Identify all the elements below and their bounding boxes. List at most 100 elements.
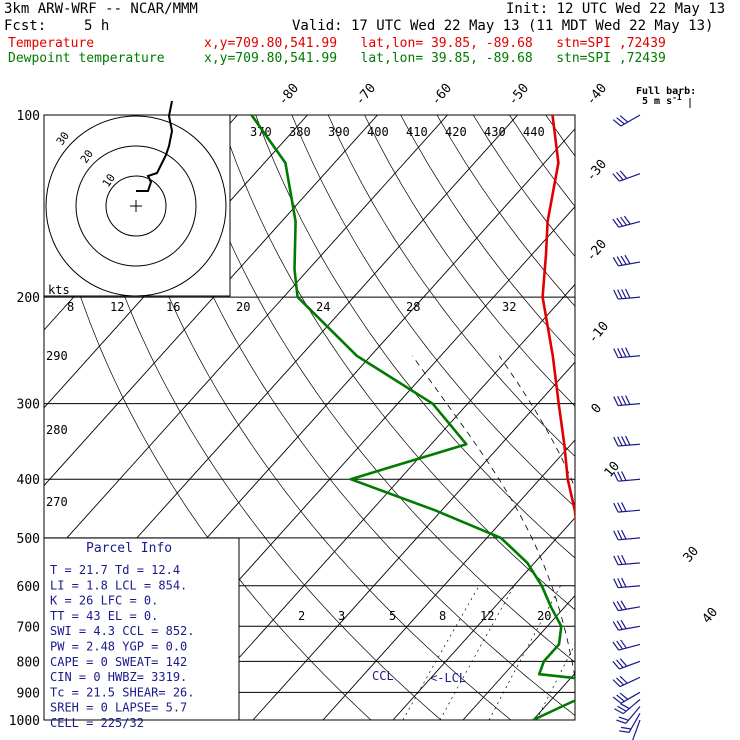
isotherm-line xyxy=(392,517,575,720)
parcel-info-row: SREH = 0 LAPSE= 5.7 xyxy=(50,701,187,715)
wind-barb-flag xyxy=(617,555,623,565)
wind-barb xyxy=(616,706,641,724)
wind-barb-flag xyxy=(619,658,628,667)
isotherm-line xyxy=(44,115,378,487)
wind-barb-flag xyxy=(618,716,629,721)
wind-barb xyxy=(613,529,641,541)
barb-key-value: 5 m s-1 xyxy=(642,93,682,107)
isotherm-line xyxy=(322,439,575,720)
isotherm-right-label: 40 xyxy=(700,605,722,627)
wind-barb-flag xyxy=(617,578,623,588)
wind-barb-staff xyxy=(619,173,641,182)
speed-axis-label: 16 xyxy=(166,300,180,314)
hodograph-trace xyxy=(136,100,174,192)
dry-adiabat-line xyxy=(146,115,575,716)
wind-barb-flag xyxy=(619,115,629,123)
wind-barb-flag xyxy=(621,436,627,446)
wind-barb-flag xyxy=(617,348,623,358)
wind-barb-flag xyxy=(620,600,627,610)
moist-adiabat-line xyxy=(686,356,702,720)
hodograph-ring xyxy=(105,175,167,237)
lcl-marker: <-LCL xyxy=(430,671,466,685)
wind-barb xyxy=(613,395,641,407)
legend-dewpoint-name: Dewpoint temperature xyxy=(8,51,165,66)
wind-barb xyxy=(613,288,641,300)
wind-barb-flag xyxy=(613,502,619,513)
wind-barb-flag xyxy=(616,719,627,724)
wind-barb-flag xyxy=(621,726,632,730)
wind-barb-flag xyxy=(613,436,619,447)
wind-barb xyxy=(614,699,641,715)
isotherm-right-label: -20 xyxy=(584,237,611,265)
wind-barb-flag xyxy=(616,601,623,611)
header-init: Init: 12 UTC Wed 22 May 13 xyxy=(506,1,726,17)
parcel-info-row: T = 21.7 Td = 12.4 xyxy=(50,563,180,577)
wind-barb-flag xyxy=(616,117,625,125)
isentrope-top-label: 400 xyxy=(367,125,389,139)
dry-adiabat-line xyxy=(655,115,740,720)
wind-barb-flag xyxy=(621,502,627,512)
mixing-ratio-label: 12 xyxy=(480,609,494,623)
parcel-info-row: TT = 43 EL = 0. xyxy=(50,609,158,623)
isotherm-top-label: -50 xyxy=(506,81,533,109)
mixing-ratio-label: 3 xyxy=(338,609,345,623)
dewpoint-trace xyxy=(250,115,575,720)
isentrope-top-label: 440 xyxy=(523,125,545,139)
legend-temperature-coords: x,y=709.80,541.99 lat,lon= 39.85, -89.68… xyxy=(204,36,666,51)
wind-barb-flag xyxy=(613,530,619,541)
wind-barb-flag xyxy=(617,530,623,540)
wind-barb-flag xyxy=(613,289,619,300)
wind-barb-flag xyxy=(617,471,623,482)
mixing-ratio-line xyxy=(580,586,646,720)
speed-axis-label: 28 xyxy=(406,300,420,314)
wind-barb-flag xyxy=(621,289,627,299)
wind-barb-flag xyxy=(612,601,619,611)
wind-barb xyxy=(612,215,641,228)
wind-barb xyxy=(612,170,641,182)
wind-barb xyxy=(612,114,641,127)
mixing-ratio-line xyxy=(402,585,480,720)
isotherm-top-label: -60 xyxy=(429,81,456,109)
isotherm-line xyxy=(44,115,448,565)
mixing-ratio-label: 5 xyxy=(389,609,396,623)
isotherm-top-label: -70 xyxy=(353,81,380,109)
dry-adiabat-line xyxy=(691,115,740,720)
wind-barb xyxy=(612,658,641,670)
pressure-label: 300 xyxy=(17,398,40,413)
wind-barb xyxy=(613,554,641,566)
wind-barb-flag xyxy=(621,347,627,358)
speed-axis-label: 8 xyxy=(67,300,74,314)
wind-barb xyxy=(613,577,641,589)
wind-barb xyxy=(613,435,641,447)
parcel-info-row: PW = 2.48 YGP = 0.0 xyxy=(50,640,187,654)
speed-axis-label: 32 xyxy=(502,300,516,314)
wind-barb-flag xyxy=(625,347,631,357)
barb-key-title: Full barb: xyxy=(636,86,696,97)
moist-adiabat-line xyxy=(412,355,575,681)
isentrope-top-label: 390 xyxy=(328,125,350,139)
isotherm-line xyxy=(673,115,740,720)
wind-barb-flag xyxy=(621,529,627,540)
wind-barb xyxy=(612,254,641,267)
speed-axis-label: 24 xyxy=(316,300,330,314)
dry-adiabat-line xyxy=(110,115,512,720)
wind-barb-flag xyxy=(619,730,630,733)
wind-barb xyxy=(612,600,641,612)
isentrope-top-label: 420 xyxy=(445,125,467,139)
parcel-info-row: CAPE = 0 SWEAT= 142 xyxy=(50,655,187,669)
parcel-info-row: Tc = 21.5 SHEAR= 26. xyxy=(50,685,195,699)
isotherm-top-label: -80 xyxy=(276,81,303,109)
moist-adiabat-line xyxy=(721,356,740,720)
wind-barb-flag xyxy=(612,621,619,631)
wind-barb-flag xyxy=(621,554,627,565)
wind-barb xyxy=(612,675,641,688)
wind-barb-flag xyxy=(619,170,628,179)
dry-adiabat-line xyxy=(618,115,740,720)
pressure-label: 700 xyxy=(17,620,40,635)
wind-barb-flag xyxy=(620,255,627,265)
wind-barb-flag xyxy=(620,639,627,649)
dry-adiabat-line xyxy=(291,115,575,508)
wind-barb-flag xyxy=(625,395,631,405)
wind-barb-flag xyxy=(616,256,623,266)
hodograph-axis-label: kts xyxy=(48,283,70,297)
